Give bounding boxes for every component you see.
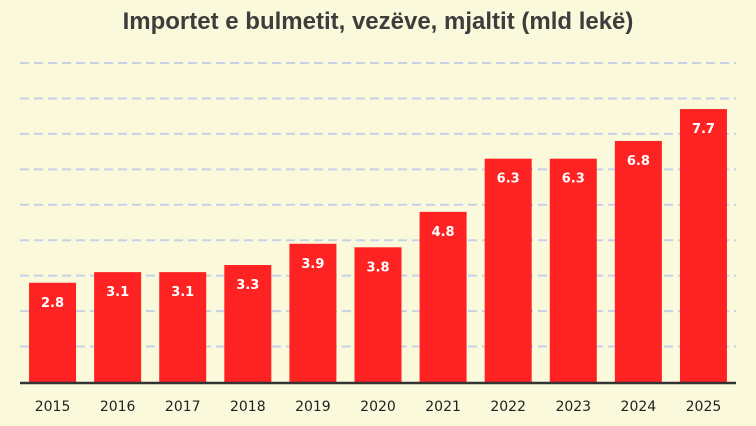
data-label-2022: 6.3: [497, 172, 520, 187]
data-label-2021: 4.8: [432, 225, 455, 240]
bar-2015: [29, 282, 77, 382]
bar-2019: [289, 243, 337, 382]
bar-2024: [614, 140, 662, 382]
bar-2023: [549, 158, 597, 382]
bar-2020: [354, 247, 402, 382]
x-axis-ticks: 2015 2016 2017 2018 2019 2020 2021 2022 2023 2024…: [35, 399, 722, 415]
x-tick-label-2017: 2017: [165, 399, 201, 415]
x-tick-label-2022: 2022: [490, 399, 526, 415]
x-tick-label-2015: 2015: [35, 399, 71, 415]
x-tick-label-2025: 2025: [686, 399, 722, 415]
data-label-2019: 3.9: [301, 257, 324, 272]
x-tick-label-2023: 2023: [555, 399, 591, 415]
data-label-2024: 6.8: [627, 154, 650, 169]
data-label-2015: 2.8: [41, 296, 64, 311]
data-label-2016: 3.1: [106, 285, 129, 300]
data-label-2023: 6.3: [562, 172, 585, 187]
data-label-2025: 7.7: [692, 122, 715, 137]
bar-2022: [484, 158, 532, 382]
x-tick-label-2016: 2016: [100, 399, 136, 415]
x-tick-label-2019: 2019: [295, 399, 331, 415]
x-tick-label-2020: 2020: [360, 399, 396, 415]
bar-2018: [224, 265, 272, 382]
data-label-2017: 3.1: [171, 285, 194, 300]
bar-2017: [159, 272, 207, 382]
x-tick-label-2024: 2024: [621, 399, 657, 415]
x-tick-label-2021: 2021: [425, 399, 461, 415]
x-tick-label-2018: 2018: [230, 399, 266, 415]
data-label-2018: 3.3: [236, 278, 259, 293]
data-labels: 2.8 3.1 3.1 3.3 3.9 3.8 4.8 6.3 6.3 6.8 7.7: [41, 122, 715, 311]
bar-2016: [94, 272, 142, 382]
data-label-2020: 3.8: [366, 260, 389, 275]
bars: [29, 109, 727, 383]
bar-2021: [419, 211, 467, 382]
chart-title: Importet e bulmetit, vezëve, mjaltit (ml…: [122, 8, 634, 35]
bar-2025: [679, 109, 727, 383]
